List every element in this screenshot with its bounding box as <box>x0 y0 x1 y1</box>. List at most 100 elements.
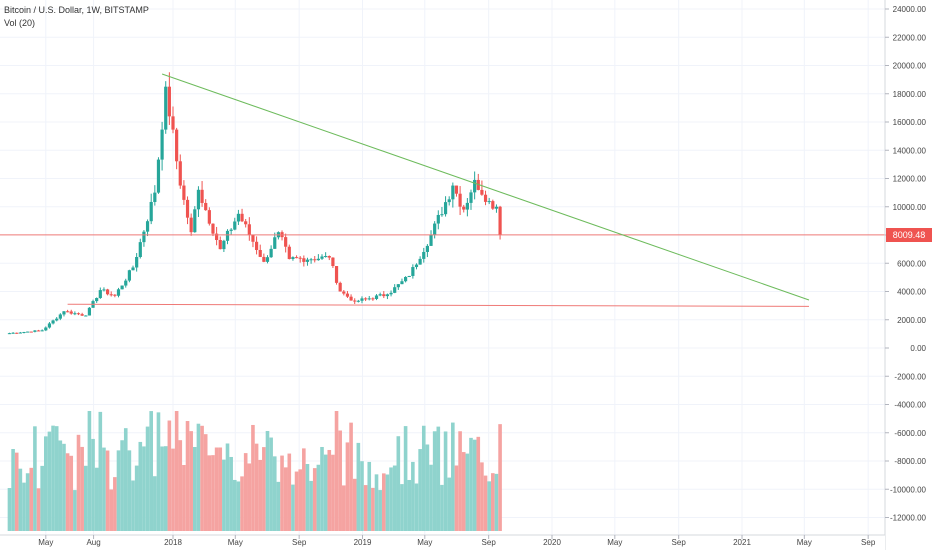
candle-body <box>167 86 171 117</box>
candle-body <box>66 311 70 313</box>
volume-bar <box>149 411 153 531</box>
candle-body <box>22 331 26 333</box>
volume-bar <box>389 467 393 531</box>
volume-bar <box>305 464 310 531</box>
volume-bar <box>109 489 114 531</box>
candle-body <box>182 185 186 200</box>
price-axis-label: 16000.00 <box>893 118 927 127</box>
candle-body <box>47 323 52 328</box>
volume-bar <box>247 463 252 531</box>
volume-legend: Vol (20) <box>4 18 36 28</box>
candle-body <box>447 199 451 203</box>
volume-bar <box>367 461 372 531</box>
time-axis-label: Aug <box>86 538 100 547</box>
volume-bar <box>338 430 342 531</box>
candle-body <box>374 295 379 299</box>
candle-body <box>273 237 277 249</box>
candle-body <box>116 289 121 296</box>
volume-bar <box>265 430 270 531</box>
volume-bar <box>138 441 143 531</box>
candle-body <box>58 314 62 319</box>
candle-body <box>244 221 248 225</box>
candle-body <box>142 231 146 243</box>
volume-bar <box>153 476 157 531</box>
volume-bar <box>120 440 124 531</box>
candle-body <box>124 280 128 286</box>
candle-body <box>178 161 182 186</box>
candle-body <box>291 257 295 260</box>
volume-bar <box>276 481 281 531</box>
candle-body <box>393 287 397 293</box>
volume-bar <box>320 446 324 531</box>
candle-body <box>149 201 153 222</box>
candle-body <box>378 294 382 296</box>
candle-body <box>196 189 201 210</box>
time-axis-label: May <box>607 538 622 547</box>
volume-bar <box>76 434 81 531</box>
candle-body <box>204 202 208 211</box>
candle-body <box>84 315 88 317</box>
volume-bar <box>378 490 382 531</box>
volume-bar <box>447 477 452 531</box>
candle-body <box>433 223 437 235</box>
volume-bar <box>218 447 223 531</box>
candle-body <box>414 264 419 268</box>
volume-bar <box>400 484 404 531</box>
candle-body <box>251 234 255 242</box>
candle-body <box>76 313 81 315</box>
volume-bar <box>69 455 74 531</box>
candle-body <box>222 240 226 250</box>
volume-bar <box>254 443 259 531</box>
candle-body <box>240 213 244 222</box>
volume-bar <box>25 473 30 531</box>
candle-body <box>18 332 22 334</box>
volume-bar <box>47 431 52 531</box>
volume-bar <box>451 422 455 531</box>
volume-bar <box>381 473 386 531</box>
volume-bar <box>251 424 255 531</box>
candle-body <box>422 251 426 259</box>
volume-bar <box>436 426 441 531</box>
candle-body <box>309 259 313 261</box>
candle-body <box>269 248 273 258</box>
volume-bar <box>283 467 288 531</box>
candle-body <box>440 214 444 216</box>
volume-bar <box>54 426 59 531</box>
volume-bar <box>302 448 306 531</box>
volume-bar <box>374 474 379 531</box>
candle-body <box>298 257 302 259</box>
volume-bar <box>174 411 179 531</box>
candle-body <box>429 235 433 246</box>
time-axis-label: 2020 <box>543 538 561 547</box>
candle-body <box>175 129 179 162</box>
time-axis-label: 2021 <box>733 538 751 547</box>
candle-body <box>324 256 328 258</box>
volume-bar <box>222 459 226 531</box>
price-axis-label: 2000.00 <box>897 316 926 325</box>
volume-bar <box>22 482 26 531</box>
time-axis-label: Sep <box>861 538 876 547</box>
volume-bar <box>163 446 168 531</box>
volume-bar <box>454 465 459 531</box>
volume-bar <box>207 455 212 531</box>
candle-body <box>389 292 393 295</box>
price-axis-panel <box>885 0 932 550</box>
candle-body <box>320 256 324 259</box>
candle-body <box>225 230 230 241</box>
volume-bar <box>421 425 426 531</box>
candle-body <box>400 281 404 285</box>
volume-bar <box>134 465 139 531</box>
volume-bar <box>429 464 433 531</box>
candle-body <box>385 294 390 297</box>
price-axis-label: -12000.00 <box>890 514 927 523</box>
volume-bar <box>352 478 357 531</box>
candle-body <box>334 266 339 283</box>
price-axis-label: 20000.00 <box>893 62 927 71</box>
candle-body <box>87 307 92 316</box>
volume-bar <box>98 411 103 531</box>
volume-bar <box>7 488 12 531</box>
candle-body <box>160 129 164 160</box>
candle-body <box>462 206 466 210</box>
volume-bar <box>316 464 321 531</box>
